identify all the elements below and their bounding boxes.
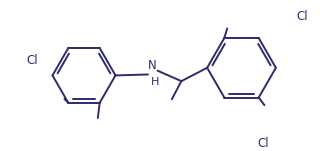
Text: Cl: Cl (296, 10, 307, 23)
Text: N: N (149, 59, 157, 72)
Text: Cl: Cl (27, 54, 38, 67)
Text: Cl: Cl (258, 137, 269, 149)
Text: H: H (151, 77, 159, 87)
